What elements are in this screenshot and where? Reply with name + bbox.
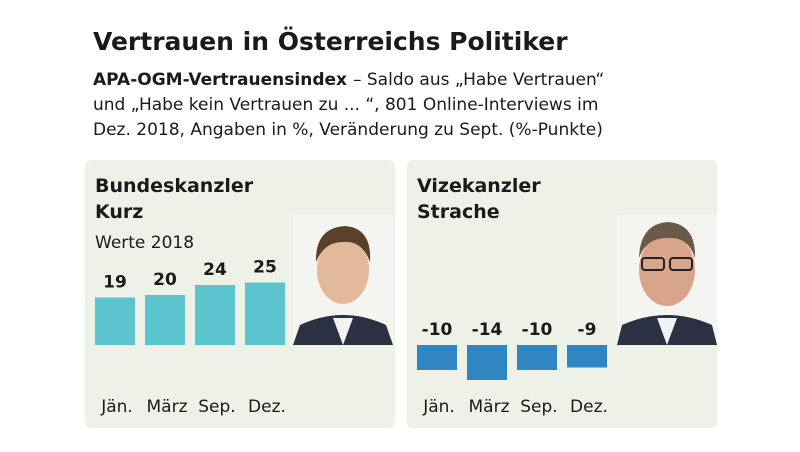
value-label: 20: [153, 270, 177, 290]
value-label: 19: [103, 273, 127, 293]
panel-title: Vizekanzler: [417, 175, 541, 197]
bar: [567, 345, 607, 368]
photo: [617, 215, 717, 345]
category-label: Sep.: [520, 397, 557, 417]
category-label: Jän.: [100, 397, 133, 417]
panel-title: Bundeskanzler: [95, 175, 254, 197]
bar: [95, 297, 135, 345]
category-label: März: [147, 397, 188, 417]
category-label: Jän.: [422, 397, 455, 417]
value-label: 25: [253, 258, 277, 278]
subtitle-line: Dez. 2018, Angaben in %, Veränderung zu …: [93, 120, 603, 140]
category-label: März: [469, 397, 510, 417]
subtitle-line: – Saldo aus „Habe Vertrauen“: [353, 70, 604, 90]
panel-subtitle: Werte 2018: [95, 233, 194, 253]
bar: [417, 345, 457, 370]
panel-title: Strache: [417, 201, 500, 223]
subtitle-bold: APA-OGM-Vertrauensindex: [93, 70, 347, 90]
bar: [145, 295, 185, 345]
category-label: Sep.: [198, 397, 235, 417]
category-label: Dez.: [570, 397, 608, 417]
category-label: Dez.: [248, 397, 286, 417]
value-label: 24: [203, 260, 227, 280]
bar: [245, 282, 285, 345]
value-label: -9: [578, 320, 597, 340]
bar: [195, 285, 235, 345]
panel-title: Kurz: [95, 201, 143, 223]
bar: [517, 345, 557, 370]
subtitle: APA-OGM-Vertrauensindex – Saldo aus „Habe…: [93, 70, 604, 90]
bar: [467, 345, 507, 380]
value-label: -10: [422, 320, 453, 340]
value-label: -14: [472, 320, 503, 340]
value-label: -10: [522, 320, 553, 340]
photo: [293, 215, 393, 345]
subtitle-line: und „Habe kein Vertrauen zu ... “, 801 O…: [93, 95, 598, 115]
title: Vertrauen in Österreichs Politiker: [93, 26, 568, 56]
